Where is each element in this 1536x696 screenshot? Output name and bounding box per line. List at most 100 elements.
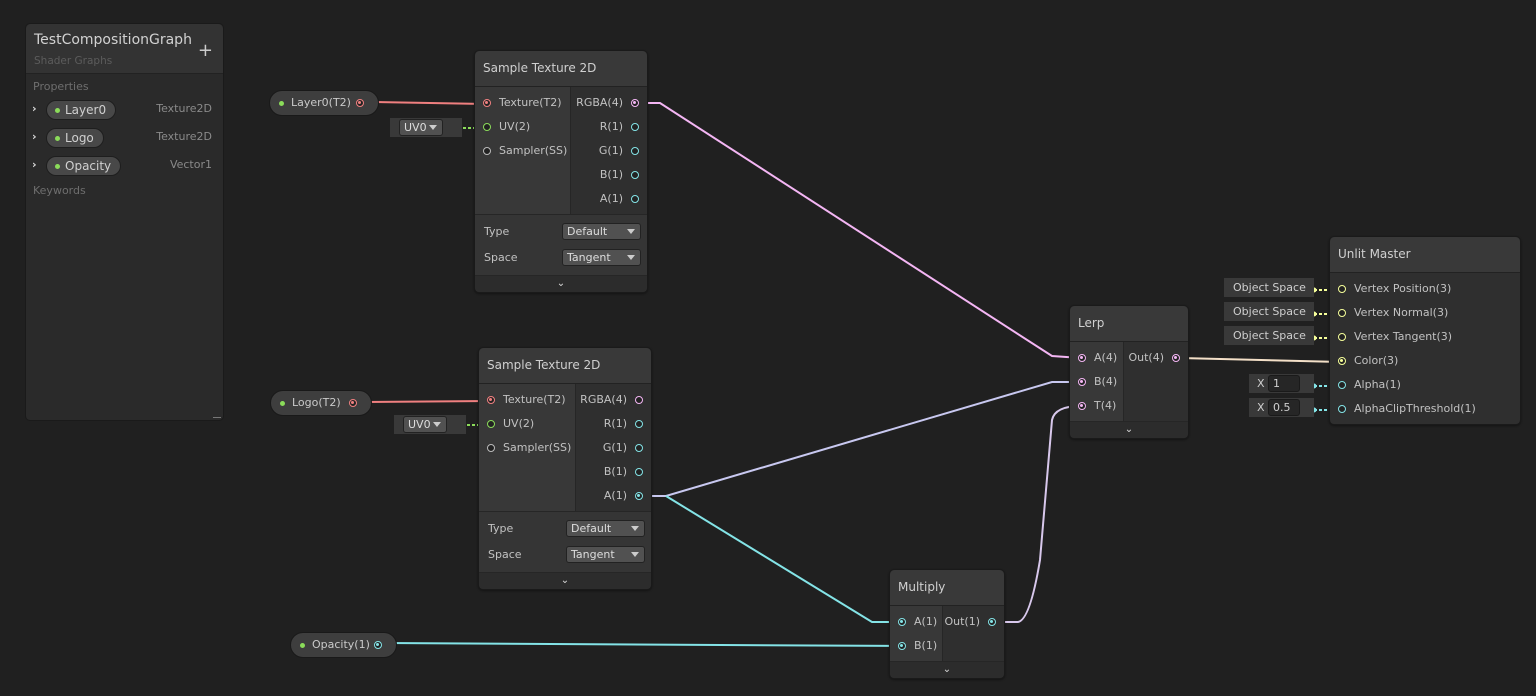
output-port-icon[interactable] — [631, 147, 639, 155]
input-port-icon[interactable] — [483, 123, 491, 131]
add-property-button[interactable]: + — [197, 40, 213, 61]
input-port-icon[interactable] — [483, 147, 491, 155]
blackboard-property-row[interactable]: › Logo Texture2D — [26, 127, 225, 149]
property-pill[interactable]: Layer0 — [46, 100, 117, 120]
input-port[interactable]: Alpha(1) — [1338, 375, 1401, 395]
input-port[interactable]: T(4) — [1078, 396, 1116, 416]
property-node[interactable]: Opacity(1) — [290, 632, 397, 658]
output-port[interactable]: R(1) — [604, 414, 643, 434]
output-port[interactable]: B(1) — [600, 165, 639, 185]
uv-channel-dropdown[interactable]: UV0 — [399, 119, 443, 136]
input-port[interactable]: Color(3) — [1338, 351, 1398, 371]
input-port-icon[interactable] — [1338, 381, 1346, 389]
input-port-icon[interactable] — [898, 618, 906, 626]
default-space-field[interactable]: Object Space — [1224, 302, 1314, 321]
resize-handle[interactable] — [213, 417, 221, 418]
input-port-icon[interactable] — [483, 99, 491, 107]
output-port-icon[interactable] — [631, 195, 639, 203]
value-input[interactable]: 1 — [1268, 375, 1300, 392]
output-port[interactable]: Out(1) — [944, 612, 996, 632]
input-port[interactable]: UV(2) — [487, 414, 534, 434]
input-port-icon[interactable] — [1338, 285, 1346, 293]
wire-alpha-multiply-a[interactable] — [665, 495, 901, 623]
wire-opacity-multiply-b[interactable] — [384, 642, 902, 647]
output-port-icon[interactable] — [356, 99, 364, 107]
expand-node-button[interactable]: ⌄ — [890, 661, 1004, 678]
input-port[interactable]: Texture(T2) — [483, 93, 562, 113]
wire-layer0-texture[interactable] — [371, 101, 487, 105]
wire-alpha-lerp-b[interactable] — [644, 381, 1081, 497]
output-port[interactable]: Out(4) — [1128, 348, 1180, 368]
input-port[interactable]: A(1) — [898, 612, 937, 632]
output-port-icon[interactable] — [631, 99, 639, 107]
output-port[interactable]: RGBA(4) — [576, 93, 639, 113]
input-port-icon[interactable] — [1078, 402, 1086, 410]
output-port[interactable]: A(1) — [600, 189, 639, 209]
input-port-icon[interactable] — [487, 444, 495, 452]
input-port[interactable]: A(4) — [1078, 348, 1117, 368]
property-pill[interactable]: Opacity — [46, 156, 122, 176]
input-port-icon[interactable] — [1338, 357, 1346, 365]
uv-channel-dropdown[interactable]: UV0 — [403, 416, 447, 433]
output-port-icon[interactable] — [635, 492, 643, 500]
input-port[interactable]: Vertex Position(3) — [1338, 279, 1451, 299]
output-port[interactable]: RGBA(4) — [580, 390, 643, 410]
sample2-node[interactable]: Sample Texture 2D Texture(T2) UV(2) Sampler… — [478, 347, 652, 590]
output-port-icon[interactable] — [635, 444, 643, 452]
input-port[interactable]: B(4) — [1078, 372, 1117, 392]
space-dropdown[interactable]: Tangent — [562, 249, 641, 266]
type-dropdown[interactable]: Default — [562, 223, 641, 240]
input-port-icon[interactable] — [487, 420, 495, 428]
master-node[interactable]: Unlit Master Vertex Position(3) Vertex Nor… — [1329, 236, 1521, 425]
input-port[interactable]: Vertex Tangent(3) — [1338, 327, 1452, 347]
output-port[interactable]: G(1) — [603, 438, 643, 458]
input-port[interactable]: Sampler(SS) — [483, 141, 567, 161]
wire-multiply-lerp-t[interactable] — [997, 405, 1082, 623]
output-port-icon[interactable] — [631, 171, 639, 179]
output-port-icon[interactable] — [635, 468, 643, 476]
output-port[interactable]: G(1) — [599, 141, 639, 161]
property-node[interactable]: Layer0(T2) — [269, 90, 379, 116]
input-port[interactable]: Vertex Normal(3) — [1338, 303, 1448, 323]
blackboard-property-row[interactable]: › Layer0 Texture2D — [26, 99, 225, 121]
expand-chevron-icon[interactable]: › — [32, 130, 37, 143]
expand-chevron-icon[interactable]: › — [32, 158, 37, 171]
input-port[interactable]: Texture(T2) — [487, 390, 566, 410]
blackboard-property-row[interactable]: › Opacity Vector1 — [26, 155, 225, 177]
default-space-field[interactable]: Object Space — [1224, 326, 1314, 345]
input-port-icon[interactable] — [1078, 378, 1086, 386]
wire-lerp-color[interactable] — [1179, 357, 1342, 363]
value-input[interactable]: 0.5 — [1268, 399, 1300, 416]
input-port-icon[interactable] — [487, 396, 495, 404]
output-port-icon[interactable] — [1172, 354, 1180, 362]
input-port-icon[interactable] — [898, 642, 906, 650]
input-port[interactable]: UV(2) — [483, 117, 530, 137]
lerp-node[interactable]: Lerp A(4) B(4) T(4) Out(4) ⌄ — [1069, 305, 1189, 439]
input-port-icon[interactable] — [1338, 405, 1346, 413]
expand-node-button[interactable]: ⌄ — [479, 572, 651, 589]
property-node[interactable]: Logo(T2) — [270, 390, 372, 416]
property-pill[interactable]: Logo — [46, 128, 104, 148]
output-port-icon[interactable] — [635, 420, 643, 428]
output-port-icon[interactable] — [635, 396, 643, 404]
output-port[interactable]: A(1) — [604, 486, 643, 506]
wire-logo-texture[interactable] — [364, 400, 491, 403]
output-port-icon[interactable] — [349, 399, 357, 407]
input-port-icon[interactable] — [1338, 333, 1346, 341]
input-port[interactable]: Sampler(SS) — [487, 438, 571, 458]
wire-rgba-lerp-a[interactable] — [640, 102, 1082, 359]
input-port-icon[interactable] — [1338, 309, 1346, 317]
default-vector1-field[interactable]: X 0.5 — [1249, 398, 1314, 417]
uv-default-field[interactable]: UV0 — [394, 415, 466, 434]
output-port[interactable]: B(1) — [604, 462, 643, 482]
output-port-icon[interactable] — [988, 618, 996, 626]
output-port-icon[interactable] — [631, 123, 639, 131]
input-port[interactable]: B(1) — [898, 636, 937, 656]
output-port[interactable]: R(1) — [600, 117, 639, 137]
space-dropdown[interactable]: Tangent — [566, 546, 645, 563]
default-space-field[interactable]: Object Space — [1224, 278, 1314, 297]
expand-chevron-icon[interactable]: › — [32, 102, 37, 115]
sample1-node[interactable]: Sample Texture 2D Texture(T2) UV(2) Sampler… — [474, 50, 648, 293]
expand-node-button[interactable]: ⌄ — [1070, 421, 1188, 438]
